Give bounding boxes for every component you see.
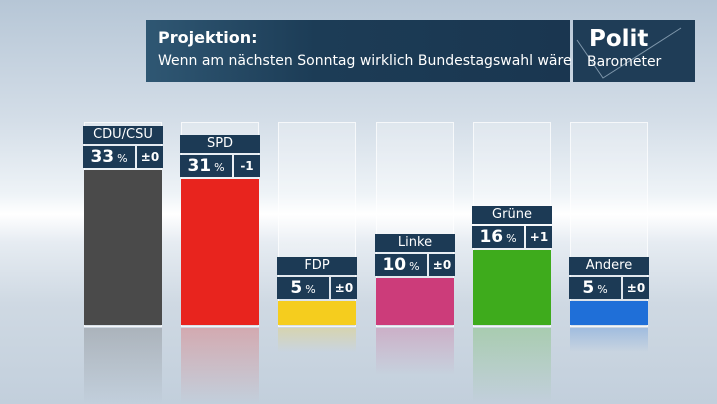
bar-0 xyxy=(84,170,162,325)
change-label: -1 xyxy=(234,155,260,177)
bar-reflection xyxy=(473,328,551,403)
change-label: ±0 xyxy=(623,277,649,299)
party-name: FDP xyxy=(277,257,357,275)
value-label: 33% xyxy=(83,146,135,168)
politbarometer-logo: Polit Barometer xyxy=(573,20,695,82)
bar-reflection xyxy=(570,328,648,352)
party-name: Andere xyxy=(569,257,649,275)
bar-reflection xyxy=(376,328,454,375)
bar-3 xyxy=(376,278,454,325)
bar-5 xyxy=(570,301,648,325)
checkmark-icon xyxy=(576,27,682,79)
bar-reflection xyxy=(278,328,356,352)
bar-2 xyxy=(278,301,356,325)
value-label: 16% xyxy=(472,226,524,248)
bar-reflection xyxy=(84,328,162,404)
bar-label: Linke 10% ±0 xyxy=(375,234,455,276)
party-name: SPD xyxy=(180,135,260,153)
bar-reflection xyxy=(181,328,259,404)
bar-label: SPD 31% -1 xyxy=(180,135,260,177)
bar-4 xyxy=(473,250,551,325)
bar-label: Andere 5% ±0 xyxy=(569,257,649,299)
bar-label: FDP 5% ±0 xyxy=(277,257,357,299)
chart-subtitle: Wenn am nächsten Sonntag wirklich Bundes… xyxy=(158,53,590,69)
title-panel: Projektion: Wenn am nächsten Sonntag wir… xyxy=(146,20,589,82)
value-label: 5% xyxy=(277,277,329,299)
bar-label: Grüne 16% +1 xyxy=(472,206,552,248)
change-label: ±0 xyxy=(429,254,455,276)
change-label: ±0 xyxy=(137,146,163,168)
change-label: +1 xyxy=(526,226,552,248)
bar-label: CDU/CSU 33% ±0 xyxy=(83,126,163,168)
change-label: ±0 xyxy=(331,277,357,299)
chart-title: Projektion: xyxy=(158,28,258,47)
value-label: 31% xyxy=(180,155,232,177)
value-label: 10% xyxy=(375,254,427,276)
bar-1 xyxy=(181,179,259,325)
value-label: 5% xyxy=(569,277,621,299)
party-name: CDU/CSU xyxy=(83,126,163,144)
party-name: Grüne xyxy=(472,206,552,224)
party-name: Linke xyxy=(375,234,455,252)
